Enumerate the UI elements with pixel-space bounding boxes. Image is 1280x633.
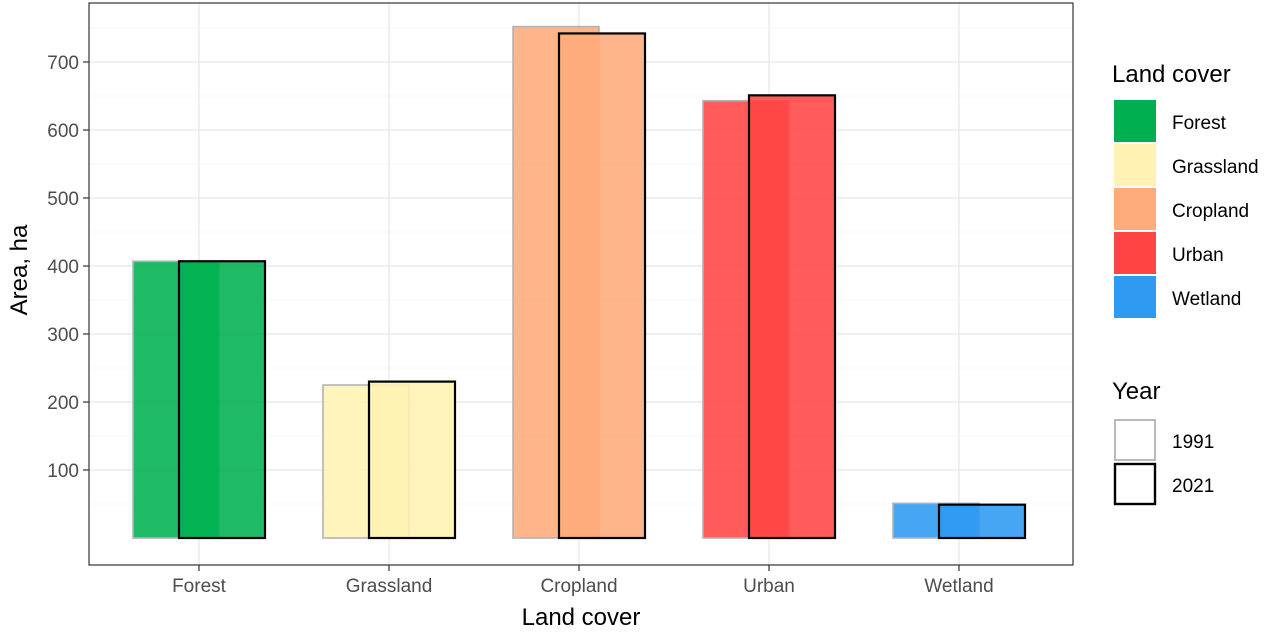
bars-2021 bbox=[177, 32, 1027, 540]
y-tick-label: 400 bbox=[47, 257, 79, 278]
legend-swatch-1991 bbox=[1114, 419, 1156, 461]
x-tick-label: Cropland bbox=[540, 576, 617, 597]
x-tick-label: Wetland bbox=[924, 576, 993, 597]
y-tick-label: 700 bbox=[47, 53, 79, 74]
plot-border bbox=[88, 2, 1074, 566]
x-tick-label: Forest bbox=[172, 576, 227, 597]
legend-swatch-2021 bbox=[1113, 462, 1157, 506]
bar-grassland-2021 bbox=[367, 380, 457, 540]
legend-label-2021: 2021 bbox=[1172, 476, 1214, 497]
legend-year-title: Year bbox=[1112, 378, 1161, 405]
y-axis-ticks: 100 200 300 400 500 600 700 bbox=[47, 53, 89, 482]
legend-label-forest: Forest bbox=[1172, 113, 1227, 134]
plot-panel bbox=[88, 2, 1074, 566]
bar-forest-2021 bbox=[177, 260, 267, 540]
y-tick-label: 100 bbox=[47, 461, 79, 482]
x-axis-ticks: Forest Grassland Cropland Urban Wetland bbox=[172, 565, 994, 597]
legend-label-cropland: Cropland bbox=[1172, 201, 1249, 222]
bar-urban-2021 bbox=[747, 94, 837, 540]
legend-label-1991: 1991 bbox=[1172, 432, 1214, 453]
legend-swatch-grassland bbox=[1114, 144, 1156, 186]
x-axis-title: Land cover bbox=[522, 604, 641, 631]
legend-label-grassland: Grassland bbox=[1172, 157, 1259, 178]
y-tick-label: 200 bbox=[47, 393, 79, 414]
x-tick-label: Urban bbox=[743, 576, 795, 597]
legend: Land cover Forest Grassland Cropland Urban W… bbox=[1112, 61, 1259, 506]
legend-label-urban: Urban bbox=[1172, 245, 1224, 266]
legend-swatch-wetland bbox=[1114, 276, 1156, 318]
bar-wetland-2021 bbox=[937, 503, 1027, 540]
bar-cropland-2021 bbox=[557, 32, 647, 540]
y-tick-label: 300 bbox=[47, 325, 79, 346]
legend-swatch-forest bbox=[1114, 100, 1156, 142]
legend-land-cover-title: Land cover bbox=[1112, 61, 1231, 88]
legend-land-cover-items: Forest Grassland Cropland Urban Wetland bbox=[1114, 100, 1259, 318]
y-axis-title: Area, ha bbox=[6, 224, 33, 315]
legend-swatch-cropland bbox=[1114, 188, 1156, 230]
x-tick-label: Grassland bbox=[346, 576, 433, 597]
y-tick-label: 600 bbox=[47, 121, 79, 142]
legend-swatch-urban bbox=[1114, 232, 1156, 274]
legend-label-wetland: Wetland bbox=[1172, 289, 1241, 310]
legend-year-items: 1991 2021 bbox=[1113, 419, 1214, 506]
y-tick-label: 500 bbox=[47, 189, 79, 210]
